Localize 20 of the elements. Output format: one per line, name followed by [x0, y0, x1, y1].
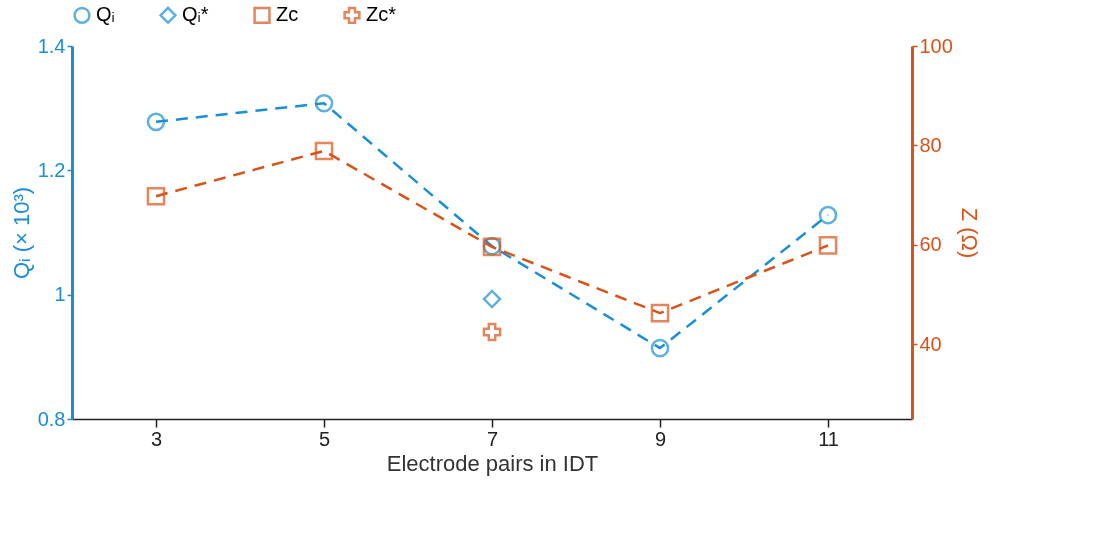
- x-tick-label: 7: [486, 427, 499, 450]
- legend-label: Zc*: [366, 3, 397, 26]
- y2-tick-label: 80: [919, 133, 942, 156]
- legend-label: Zc: [276, 3, 299, 26]
- legend-label: Qᵢ*: [182, 3, 209, 26]
- y2-tick-label: 40: [919, 332, 942, 355]
- y2-axis-title: Z (Ω): [956, 207, 982, 259]
- x-axis-title: Electrode pairs in IDT: [386, 450, 599, 476]
- x-tick-label: 11: [818, 427, 839, 450]
- y2-tick-label: 60: [919, 233, 942, 256]
- x-tick-label: 9: [654, 427, 667, 450]
- y-tick-label: 0.8: [37, 407, 66, 430]
- y-axis-title: Qᵢ (× 10³): [8, 186, 34, 280]
- y-tick-label: 1: [54, 283, 66, 306]
- y-tick-label: 1.2: [37, 158, 66, 181]
- y2-tick-label: 100: [919, 34, 953, 57]
- legend-label: Qᵢ: [96, 3, 115, 26]
- x-tick-label: 5: [318, 427, 331, 450]
- y-tick-label: 1.4: [37, 34, 66, 57]
- x-tick-label: 3: [150, 427, 163, 450]
